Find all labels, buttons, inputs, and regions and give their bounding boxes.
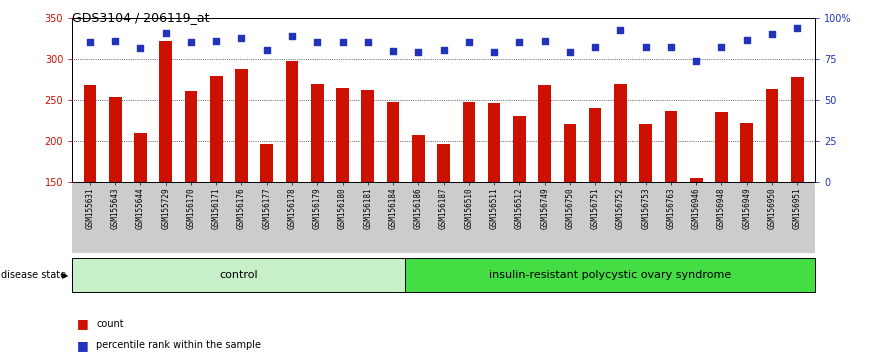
Bar [614, 84, 626, 182]
Text: ■: ■ [77, 318, 88, 330]
Point [537, 38, 552, 44]
Text: GDS3104 / 206119_at: GDS3104 / 206119_at [72, 11, 210, 24]
Bar [337, 88, 349, 182]
Text: insulin-resistant polycystic ovary syndrome: insulin-resistant polycystic ovary syndr… [489, 270, 731, 280]
Point [740, 37, 754, 43]
Point [689, 58, 703, 64]
Text: count: count [96, 319, 123, 329]
Bar [210, 76, 223, 182]
Bar [412, 135, 425, 182]
Text: disease state: disease state [1, 270, 66, 280]
Bar [361, 90, 374, 182]
Point [513, 39, 527, 44]
Bar [766, 89, 778, 182]
Text: percentile rank within the sample: percentile rank within the sample [96, 340, 261, 350]
Point [563, 50, 577, 55]
Bar [311, 84, 323, 182]
Bar [463, 102, 475, 182]
Bar [538, 85, 551, 182]
Point [285, 33, 299, 39]
Point [765, 31, 779, 37]
Bar [134, 133, 147, 182]
Bar [564, 124, 576, 182]
Bar [715, 112, 728, 182]
Bar [159, 41, 172, 182]
Point [83, 40, 97, 45]
Point [159, 30, 173, 35]
Point [209, 38, 223, 44]
Text: ▶: ▶ [62, 271, 69, 280]
Text: control: control [219, 270, 258, 280]
Bar [109, 97, 122, 182]
Point [664, 44, 678, 49]
Bar [690, 178, 702, 182]
Point [260, 47, 274, 53]
Point [234, 35, 248, 41]
Bar [589, 108, 602, 182]
Bar [791, 77, 803, 182]
Bar [740, 123, 753, 182]
Bar [285, 61, 299, 182]
Bar [261, 144, 273, 182]
Text: ■: ■ [77, 339, 88, 352]
Bar [185, 91, 197, 182]
Bar [664, 111, 677, 182]
Point [360, 40, 374, 45]
Point [790, 25, 804, 30]
Point [462, 39, 476, 44]
Point [487, 50, 501, 55]
Bar [640, 124, 652, 182]
Point [639, 44, 653, 49]
Bar [488, 103, 500, 182]
Point [133, 45, 147, 51]
Point [108, 38, 122, 44]
Point [184, 40, 198, 45]
Point [336, 40, 350, 45]
Bar [437, 144, 450, 182]
Point [714, 44, 729, 49]
Bar [387, 102, 399, 182]
Bar [84, 85, 96, 182]
Bar [235, 69, 248, 182]
Point [310, 40, 324, 45]
Point [437, 47, 451, 53]
Bar [513, 116, 526, 182]
Point [613, 27, 627, 33]
Point [589, 44, 603, 49]
Point [411, 50, 426, 55]
Point [386, 48, 400, 53]
